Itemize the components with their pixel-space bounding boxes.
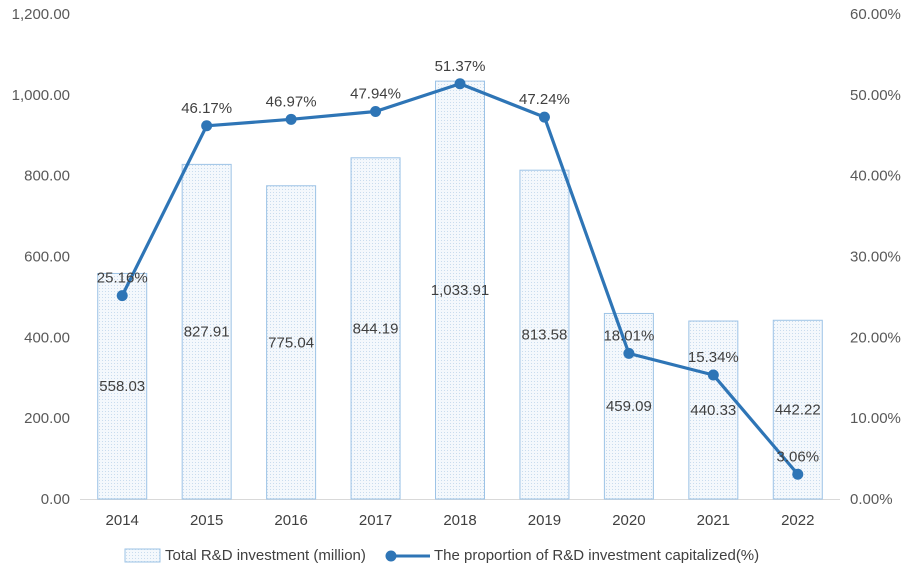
line-data-label: 47.94% (350, 85, 401, 102)
line-point (623, 347, 635, 359)
line-data-label: 25.16% (97, 270, 148, 287)
bar (688, 320, 739, 500)
line-point (792, 468, 804, 480)
bar (266, 185, 317, 500)
x-tick-label: 2015 (190, 512, 223, 529)
bar-data-label: 459.09 (606, 398, 652, 415)
left-tick-label: 600.00 (24, 249, 70, 266)
bar-data-label: 827.91 (184, 324, 230, 341)
bar-series (97, 80, 823, 500)
x-tick-label: 2019 (528, 512, 561, 529)
bar (181, 163, 232, 500)
bar-data-label: 844.19 (353, 320, 399, 337)
x-tick-label: 2014 (106, 512, 139, 529)
left-tick-label: 1,000.00 (12, 87, 70, 104)
right-tick-label: 30.00% (850, 249, 901, 266)
right-tick-label: 10.00% (850, 410, 901, 427)
left-tick-label: 1,200.00 (12, 6, 70, 23)
right-y-axis: 0.00% 10.00% 20.00% 30.00% 40.00% 50.00% 60.00… (850, 6, 901, 508)
line-point (285, 113, 297, 125)
legend-bar-swatch (124, 548, 161, 563)
bar-data-label: 442.22 (775, 402, 821, 419)
bar-data-label: 775.04 (268, 334, 314, 351)
left-tick-label: 0.00 (41, 491, 70, 508)
x-tick-label: 2021 (697, 512, 730, 529)
right-tick-label: 50.00% (850, 87, 901, 104)
right-tick-label: 60.00% (850, 6, 901, 23)
bar-data-label: 1,033.91 (431, 282, 489, 299)
line-point (707, 369, 719, 381)
left-tick-label: 400.00 (24, 329, 70, 346)
x-tick-label: 2017 (359, 512, 392, 529)
bar (603, 312, 654, 500)
x-tick-label: 2020 (612, 512, 645, 529)
line-data-label: 18.01% (603, 327, 654, 344)
line-data-label: 15.34% (688, 349, 739, 366)
x-tick-label: 2022 (781, 512, 814, 529)
line-point (370, 105, 382, 117)
right-tick-label: 40.00% (850, 168, 901, 185)
bar-data-label: 813.58 (521, 327, 567, 344)
line-point (201, 120, 213, 132)
line-data-label: 46.17% (181, 100, 232, 117)
legend-line-marker (385, 550, 397, 562)
bar-data-labels: 558.03 827.91 775.04 844.19 1,033.91 813.58 45… (99, 282, 820, 419)
left-tick-label: 200.00 (24, 410, 70, 427)
bar (519, 169, 570, 500)
bar (350, 157, 401, 500)
line-series (116, 78, 804, 480)
line-data-labels: 25.16% 46.17% 46.97% 47.94% 51.37% 47.24% 18.0… (97, 58, 819, 466)
legend: Total R&D investment (million) The propor… (124, 547, 759, 564)
line-data-label: 47.24% (519, 91, 570, 108)
line-data-label: 51.37% (435, 58, 486, 75)
right-tick-label: 20.00% (850, 329, 901, 346)
x-tick-label: 2016 (274, 512, 307, 529)
bar-data-label: 558.03 (99, 378, 145, 395)
bar-data-label: 440.33 (690, 402, 736, 419)
line-data-label: 3.06% (777, 448, 820, 465)
line-point (538, 111, 550, 123)
line-point (116, 290, 128, 302)
left-y-axis: 0.00 200.00 400.00 600.00 800.00 1,000.00 1,20… (12, 6, 70, 508)
line-data-label: 46.97% (266, 93, 317, 110)
x-tick-label: 2018 (443, 512, 476, 529)
line-point (454, 78, 466, 90)
left-tick-label: 800.00 (24, 168, 70, 185)
legend-line-label: The proportion of R&D investment capital… (434, 547, 759, 564)
right-tick-label: 0.00% (850, 491, 893, 508)
bar (435, 80, 485, 500)
bar (97, 272, 148, 500)
x-axis: 2014 2015 2016 2017 2018 2019 2020 2021 2022 (80, 499, 840, 529)
legend-bar-label: Total R&D investment (million) (165, 547, 366, 564)
